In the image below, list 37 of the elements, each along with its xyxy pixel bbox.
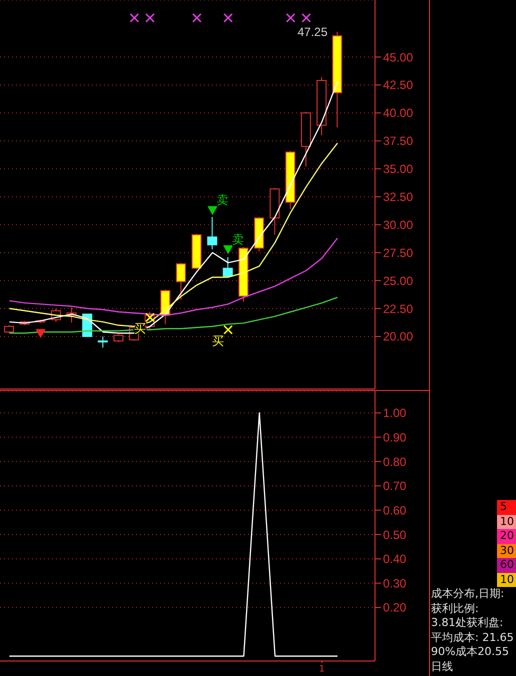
text: 平均成本: 21.65 bbox=[431, 630, 515, 645]
x-tick-label: 1 bbox=[319, 664, 325, 674]
y-tick-label: 42.50 bbox=[383, 78, 414, 92]
series-label: 卖 bbox=[216, 193, 228, 208]
text: 买 bbox=[212, 334, 224, 348]
y-tick-label: 27.50 bbox=[383, 246, 414, 260]
text: 获利比例: bbox=[431, 602, 480, 616]
text: 日线 bbox=[431, 660, 454, 674]
text: 10 bbox=[497, 572, 516, 587]
y-tick-label: 0.50 bbox=[383, 528, 407, 542]
text: 10 bbox=[497, 514, 516, 529]
y-tick-label: 0.70 bbox=[383, 479, 407, 494]
y-tick-label: 37.50 bbox=[383, 134, 414, 148]
y-tick-label: 22.50 bbox=[383, 302, 414, 316]
y-tick-label: 40.00 bbox=[383, 106, 414, 120]
annotation: 47.25 bbox=[297, 25, 328, 40]
y-tick-label: 20.00 bbox=[383, 330, 414, 344]
y-tick-label: 35.00 bbox=[383, 162, 414, 176]
text: 5 bbox=[497, 500, 516, 514]
y-tick-label: 0.80 bbox=[383, 454, 407, 469]
y-tick-label: 0.30 bbox=[383, 576, 407, 590]
y-tick-label: 0.20 bbox=[383, 600, 407, 615]
y-tick-label: 32.50 bbox=[383, 190, 414, 204]
text: 20 bbox=[497, 529, 516, 544]
text: 卖 bbox=[232, 232, 244, 246]
y-tick-label: 0.40 bbox=[383, 552, 407, 566]
y-tick-label: 1.00 bbox=[383, 406, 407, 420]
text: 90%成本20.55 bbox=[431, 645, 510, 660]
y-tick-label: 45.00 bbox=[383, 50, 414, 64]
y-tick-label: 30.00 bbox=[383, 218, 414, 232]
y-tick-label: 0.90 bbox=[383, 430, 407, 444]
y-tick-label: 0.60 bbox=[383, 503, 407, 518]
text: 3.81处获利盘: bbox=[431, 616, 504, 630]
text: 成本分布,日期: bbox=[431, 587, 506, 602]
y-tick-label: 25.00 bbox=[383, 274, 414, 288]
text: 30 bbox=[497, 544, 516, 558]
text: 60 bbox=[497, 558, 516, 572]
